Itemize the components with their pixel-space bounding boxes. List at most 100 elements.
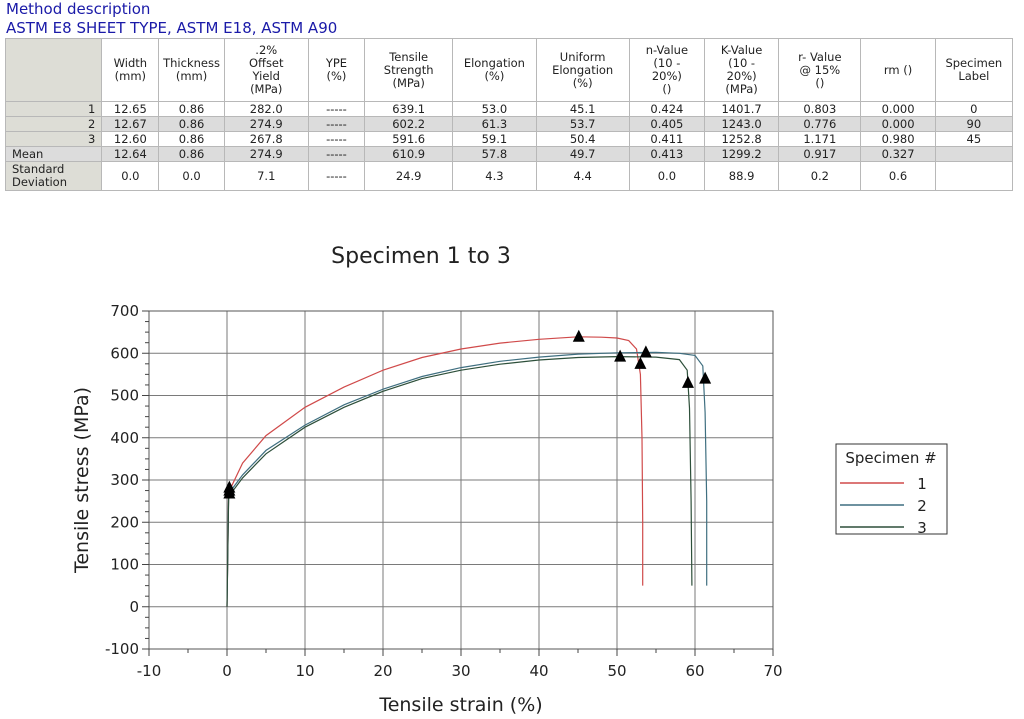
column-header: Uniform Elongation (%) <box>535 38 630 102</box>
y-tick-label: 300 <box>110 471 139 489</box>
table-cell: 267.8 <box>223 131 309 147</box>
table-cell: 1.171 <box>778 131 862 147</box>
table-cell: 50.4 <box>535 131 630 147</box>
table-cell: 0 <box>934 101 1014 117</box>
table-cell: 0.980 <box>860 131 936 147</box>
y-axis-label: Tensile stress (MPa) <box>71 387 93 574</box>
legend-title: Specimen # <box>845 449 936 467</box>
column-header: YPE (%) <box>307 38 366 102</box>
table-cell: 0.327 <box>860 146 936 162</box>
series-line-2 <box>226 351 708 607</box>
triangle-marker <box>614 349 627 362</box>
table-row: 1 12.65 0.86 282.0 ----- 639.1 53.0 45.1… <box>4 101 1014 117</box>
series-line-1 <box>226 336 644 607</box>
table-cell: ----- <box>307 116 366 132</box>
triangle-marker <box>634 356 647 369</box>
method-description-heading: Method description <box>6 0 151 18</box>
table-cell: 12.60 <box>101 131 160 147</box>
table-cell: 90 <box>934 116 1014 132</box>
table-cell: 0.000 <box>860 101 936 117</box>
table-corner-cell <box>4 38 103 102</box>
table-cell: 4.4 <box>535 161 630 191</box>
table-cell: ----- <box>307 161 366 191</box>
x-tick-label: 50 <box>607 662 626 680</box>
legend-box <box>835 443 948 535</box>
triangle-marker <box>699 371 712 384</box>
table-cell: 57.8 <box>452 146 537 162</box>
x-tick-label: -10 <box>137 662 162 680</box>
legend-label: 1 <box>917 475 927 493</box>
column-header: Width (mm) <box>101 38 160 102</box>
column-header: Specimen Label <box>934 38 1014 102</box>
table-cell: 88.9 <box>703 161 780 191</box>
table-cell: 1243.0 <box>703 116 780 132</box>
table-row: 2 12.67 0.86 274.9 ----- 602.2 61.3 53.7… <box>4 116 1014 132</box>
table-cell: 0.86 <box>158 131 225 147</box>
table-cell: 1401.7 <box>703 101 780 117</box>
x-axis-ticks: -10 0 10 20 30 40 50 60 70 <box>137 649 783 680</box>
y-tick-label: -100 <box>105 640 139 658</box>
table-cell: 639.1 <box>364 101 454 117</box>
y-axis-ticks: -100 0 100 200 300 400 500 600 700 <box>105 302 149 658</box>
table-cell: 4.3 <box>452 161 537 191</box>
series-lines <box>226 336 708 607</box>
row-label: 2 <box>4 116 103 132</box>
y-tick-label: 500 <box>110 387 139 405</box>
table-cell: 0.0 <box>158 161 225 191</box>
column-header: Thickness (mm) <box>158 38 225 102</box>
row-label: Standard Deviation <box>4 161 103 191</box>
table-cell: 12.65 <box>101 101 160 117</box>
column-header: rm () <box>860 38 936 102</box>
table-cell: 0.424 <box>628 101 706 117</box>
table-cell: 61.3 <box>452 116 537 132</box>
table-cell: 0.86 <box>158 101 225 117</box>
table-cell: 0.413 <box>628 146 706 162</box>
table-cell: ----- <box>307 131 366 147</box>
column-header: n-Value (10 - 20%) () <box>628 38 706 102</box>
table-cell: 274.9 <box>223 146 309 162</box>
x-tick-label: 10 <box>295 662 314 680</box>
results-table: Width (mm) Thickness (mm) .2% Offset Yie… <box>4 38 1014 191</box>
table-cell: 7.1 <box>223 161 309 191</box>
table-cell: 24.9 <box>364 161 454 191</box>
x-tick-label: 30 <box>451 662 470 680</box>
table-row-mean: Mean 12.64 0.86 274.9 ----- 610.9 57.8 4… <box>4 146 1014 162</box>
y-tick-label: 400 <box>110 429 139 447</box>
table-cell: 45.1 <box>535 101 630 117</box>
table-cell: 53.0 <box>452 101 537 117</box>
legend-label: 3 <box>917 519 927 537</box>
table-cell: 591.6 <box>364 131 454 147</box>
triangle-marker <box>639 345 652 358</box>
table-cell: 0.6 <box>860 161 936 191</box>
x-tick-label: 40 <box>529 662 548 680</box>
triangle-marker <box>681 375 694 388</box>
table-cell: 53.7 <box>535 116 630 132</box>
table-cell <box>934 146 1014 162</box>
chart-title: Specimen 1 to 3 <box>331 244 511 269</box>
table-cell: 59.1 <box>452 131 537 147</box>
table-cell: 0.86 <box>158 116 225 132</box>
triangle-marker <box>223 486 236 499</box>
table-row: 3 12.60 0.86 267.8 ----- 591.6 59.1 50.4… <box>4 131 1014 147</box>
table-cell: 0.917 <box>778 146 862 162</box>
table-cell: 1299.2 <box>703 146 780 162</box>
column-header: Elongation (%) <box>452 38 537 102</box>
column-header: r- Value @ 15% () <box>778 38 862 102</box>
stress-strain-chart: Specimen 1 to 3 -10 0 10 20 30 40 50 60 70 -1000… <box>71 244 948 716</box>
table-cell: 0.0 <box>101 161 160 191</box>
table-cell: 12.64 <box>101 146 160 162</box>
table-cell: 0.86 <box>158 146 225 162</box>
triangle-marker <box>572 329 585 342</box>
table-cell <box>934 161 1014 191</box>
column-header: Tensile Strength (MPa) <box>364 38 454 102</box>
x-tick-label: 70 <box>763 662 782 680</box>
table-cell: 0.776 <box>778 116 862 132</box>
table-header-row: Width (mm) Thickness (mm) .2% Offset Yie… <box>4 38 1014 102</box>
table-cell: 610.9 <box>364 146 454 162</box>
triangle-markers <box>223 329 712 499</box>
table-cell: ----- <box>307 101 366 117</box>
row-label: 3 <box>4 131 103 147</box>
table-cell: 274.9 <box>223 116 309 132</box>
column-header: .2% Offset Yield (MPa) <box>223 38 309 102</box>
legend: Specimen # 1 2 3 <box>835 443 948 537</box>
